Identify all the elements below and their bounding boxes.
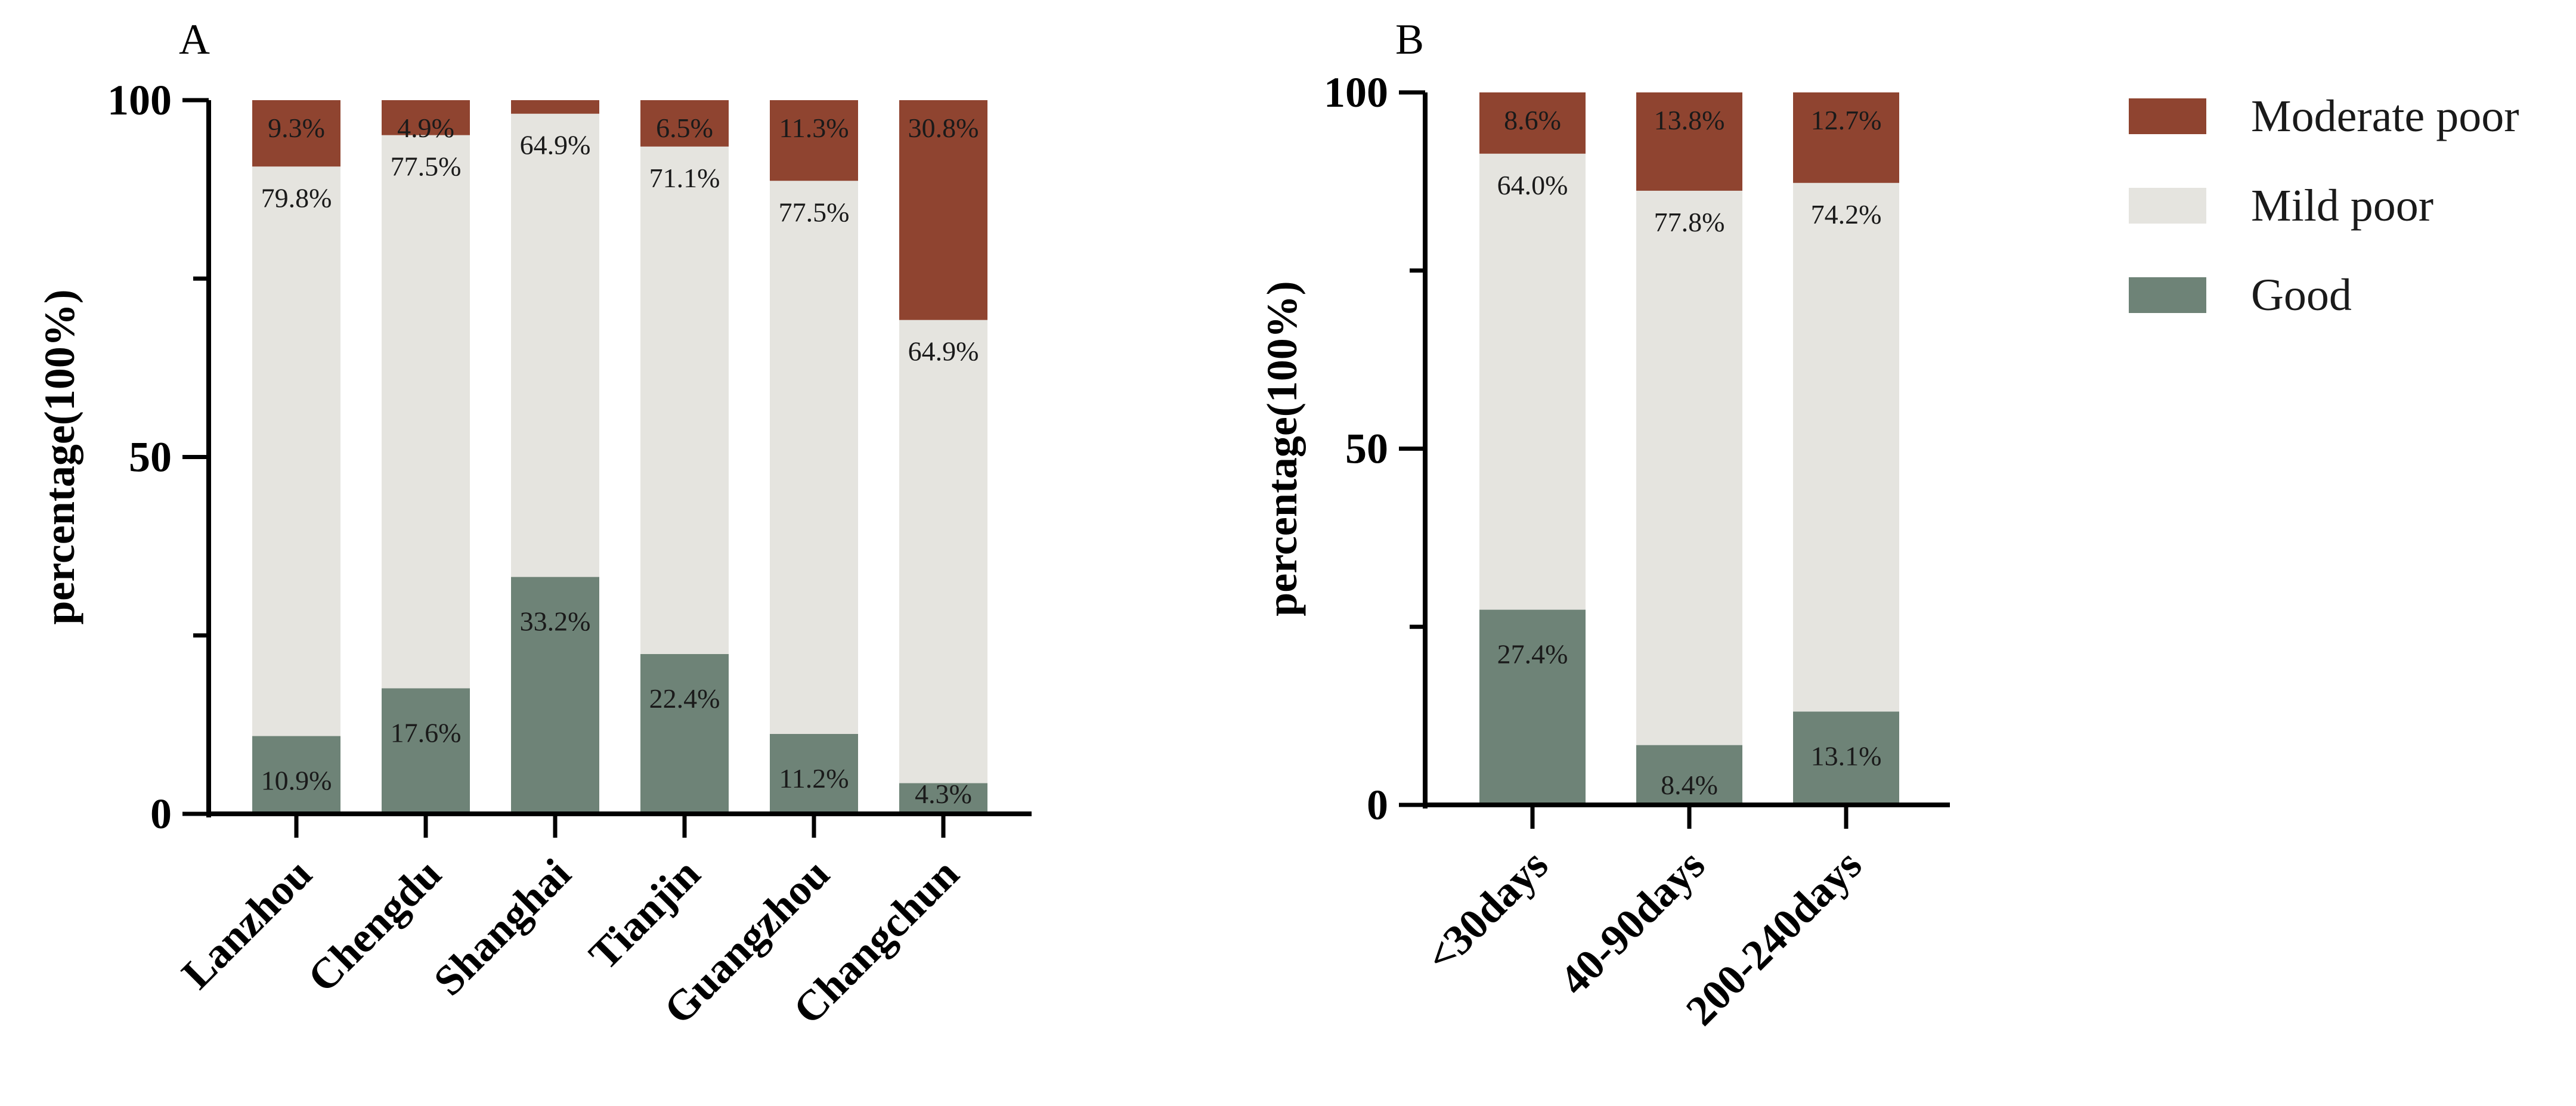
data-label-mild-poor: 64.0% (1497, 170, 1568, 200)
bar-mild-poor-1 (1636, 190, 1742, 745)
data-label-good: 4.3% (915, 779, 972, 809)
panel-letter-a: A (179, 16, 210, 63)
legend: Moderate poor Mild poor Good (2129, 91, 2519, 320)
data-label-moderate-poor: 8.6% (1504, 105, 1561, 135)
data-label-mild-poor: 64.9% (908, 336, 979, 367)
x-tick-label: Chengdu (299, 850, 451, 1002)
bar-mild-poor-1 (382, 135, 470, 689)
bar-moderate-poor-3 (640, 100, 729, 147)
y-tick-label: 0 (150, 790, 172, 838)
legend-label-good: Good (2251, 270, 2352, 320)
legend-label-mild-poor: Mild poor (2251, 181, 2433, 231)
bar-good-0 (252, 736, 340, 814)
data-label-good: 27.4% (1497, 639, 1568, 670)
bar-moderate-poor-4 (770, 100, 858, 181)
data-label-mild-poor: 77.5% (391, 151, 462, 182)
panel-letter-b: B (1395, 16, 1424, 63)
bar-good-2 (1793, 711, 1899, 805)
bar-moderate-poor-2 (511, 100, 599, 114)
y-tick-label: 100 (107, 76, 172, 124)
data-label-good: 22.4% (649, 683, 720, 714)
bar-good-3 (640, 653, 729, 814)
data-label-mild-poor: 79.8% (261, 182, 332, 213)
legend-label-moderate-poor: Moderate poor (2251, 91, 2519, 141)
bar-moderate-poor-5 (899, 100, 987, 320)
bar-mild-poor-3 (640, 146, 729, 654)
data-label-good: 8.4% (1661, 770, 1718, 800)
bar-mild-poor-0 (252, 166, 340, 736)
bar-good-1 (382, 688, 470, 814)
y-tick-label: 50 (129, 433, 172, 481)
bar-good-0 (1479, 609, 1586, 805)
data-label-good: 13.1% (1811, 741, 1882, 771)
bar-mild-poor-5 (899, 320, 987, 783)
y-axis-label: percentage(100%) (1258, 281, 1306, 616)
bar-moderate-poor-0 (1479, 92, 1586, 154)
data-label-mild-poor: 77.8% (1654, 207, 1725, 237)
data-label-moderate-poor: 30.8% (908, 113, 979, 143)
x-tick-label: Shanghai (425, 850, 580, 1005)
bar-good-2 (511, 577, 599, 814)
y-tick-label: 100 (1324, 69, 1388, 116)
legend-swatch-good (2129, 277, 2206, 313)
data-label-moderate-poor: 6.5% (656, 113, 713, 143)
bar-moderate-poor-1 (1636, 92, 1742, 191)
data-label-moderate-poor: 9.3% (268, 113, 325, 143)
x-tick-label: <30days (1417, 841, 1558, 981)
y-axis-label: percentage(100%) (36, 289, 83, 625)
bar-good-4 (770, 733, 858, 814)
bar-moderate-poor-2 (1793, 92, 1899, 183)
legend-swatch-moderate-poor (2129, 98, 2206, 134)
x-tick-label: Lanzhou (172, 850, 321, 998)
bar-moderate-poor-1 (382, 100, 470, 135)
data-label-mild-poor: 64.9% (520, 130, 591, 160)
data-label-mild-poor: 77.5% (779, 197, 850, 227)
bar-mild-poor-0 (1479, 153, 1586, 610)
y-tick-label: 0 (1367, 781, 1388, 829)
y-tick-label: 50 (1345, 425, 1388, 473)
bar-good-1 (1636, 745, 1742, 805)
data-label-moderate-poor: 11.3% (779, 113, 849, 143)
x-tick-label: 40-90days (1550, 841, 1714, 1004)
bar-moderate-poor-0 (252, 100, 340, 167)
bar-mild-poor-4 (770, 181, 858, 734)
data-label-good: 10.9% (261, 766, 332, 796)
bar-good-5 (899, 783, 987, 814)
data-label-good: 11.2% (779, 763, 849, 794)
legend-swatch-mild-poor (2129, 188, 2206, 224)
data-label-good: 17.6% (391, 717, 462, 748)
data-label-mild-poor: 74.2% (1811, 199, 1882, 230)
bar-mild-poor-2 (511, 113, 599, 577)
data-label-good: 33.2% (520, 606, 591, 637)
data-label-moderate-poor: 13.8% (1654, 105, 1725, 135)
x-tick-label: Tianjin (580, 850, 709, 979)
data-label-mild-poor: 71.1% (649, 163, 720, 193)
data-label-moderate-poor: 12.7% (1811, 105, 1882, 135)
bar-mild-poor-2 (1793, 182, 1899, 712)
data-label-moderate-poor: 4.9% (397, 113, 454, 143)
